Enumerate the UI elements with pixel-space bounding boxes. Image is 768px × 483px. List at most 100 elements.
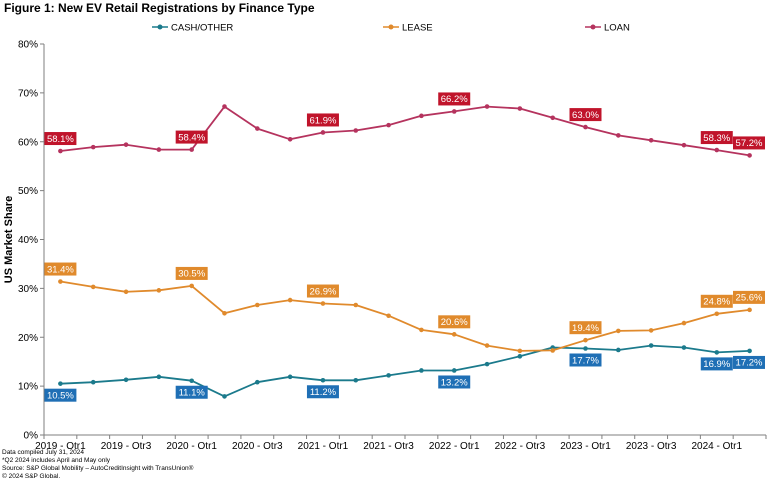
data-label: 58.3% bbox=[700, 131, 733, 145]
data-point bbox=[484, 104, 490, 109]
legend-label: CASH/OTHER bbox=[171, 23, 233, 34]
data-point bbox=[222, 311, 227, 316]
data-point bbox=[681, 320, 687, 326]
data-point bbox=[353, 128, 359, 133]
legend-label: LEASE bbox=[402, 23, 433, 34]
series-line-loan bbox=[60, 105, 750, 157]
data-point bbox=[747, 348, 752, 354]
data-point bbox=[681, 345, 687, 350]
data-point bbox=[156, 288, 162, 293]
data-point bbox=[681, 142, 687, 148]
data-label-box bbox=[175, 130, 208, 144]
x-tick-label: 2019 - Qtr3 bbox=[101, 441, 152, 449]
series-line-cash-other bbox=[60, 344, 750, 398]
data-label-box bbox=[733, 136, 765, 150]
data-label-text: 10.5% bbox=[47, 390, 74, 401]
data-label: 25.6% bbox=[733, 290, 765, 304]
data-point bbox=[287, 374, 293, 380]
data-point bbox=[189, 147, 194, 152]
data-label-text: 31.4% bbox=[47, 264, 74, 275]
data-point bbox=[58, 381, 63, 386]
data-label: 30.5% bbox=[175, 266, 208, 280]
data-point bbox=[583, 124, 588, 130]
data-label: 24.8% bbox=[700, 294, 733, 308]
legend-label: LOAN bbox=[604, 23, 630, 34]
legend-marker bbox=[388, 24, 394, 30]
data-label-text: 13.2% bbox=[441, 377, 468, 388]
data-point bbox=[550, 115, 555, 121]
x-tick-label: 2021 - Qtr1 bbox=[298, 441, 349, 449]
data-point bbox=[90, 379, 96, 385]
data-label-box bbox=[569, 108, 602, 122]
data-label-text: 57.2% bbox=[736, 138, 763, 149]
data-label-text: 20.6% bbox=[441, 317, 468, 328]
data-point bbox=[517, 106, 523, 111]
data-point bbox=[222, 104, 227, 109]
y-tick-label: 0% bbox=[24, 431, 39, 442]
data-point bbox=[287, 137, 293, 142]
data-point bbox=[386, 122, 391, 128]
data-point bbox=[648, 328, 654, 333]
data-label: 10.5% bbox=[44, 388, 77, 402]
data-label: 66.2% bbox=[438, 92, 471, 106]
series-line-lease bbox=[60, 280, 750, 352]
x-tick-label: 2022 - Qtr3 bbox=[495, 441, 546, 449]
y-tick-label: 50% bbox=[18, 186, 38, 197]
data-label: 20.6% bbox=[438, 315, 471, 329]
y-tick-label: 30% bbox=[18, 284, 38, 295]
data-label-text: 17.2% bbox=[736, 358, 763, 369]
x-tick-label: 2022 - Qtr1 bbox=[429, 441, 480, 449]
data-label-text: 26.9% bbox=[309, 286, 336, 297]
data-point bbox=[156, 374, 162, 380]
data-label-box bbox=[733, 290, 765, 304]
data-label-box bbox=[44, 388, 77, 402]
data-point bbox=[255, 126, 260, 131]
data-label-box bbox=[569, 353, 602, 367]
data-label-box bbox=[700, 131, 733, 145]
data-point bbox=[616, 328, 621, 334]
y-tick-label: 80% bbox=[18, 40, 38, 51]
data-point bbox=[123, 289, 129, 295]
legend-item-lease: LEASE bbox=[383, 23, 433, 34]
data-label: 57.2% bbox=[733, 136, 765, 150]
line-chart: 0% 10% 20% 30% 40% 50% 60% 70% 80% US Market Shar… bbox=[3, 23, 767, 449]
data-point bbox=[58, 148, 63, 154]
data-label-text: 58.3% bbox=[703, 133, 730, 144]
data-label-text: 58.1% bbox=[47, 134, 74, 145]
data-label-text: 58.4% bbox=[178, 132, 205, 143]
data-point bbox=[287, 297, 293, 303]
chart-title: Figure 1: New EV Retail Registrations by… bbox=[4, 1, 315, 15]
data-point bbox=[583, 337, 588, 343]
data-point bbox=[747, 153, 752, 158]
data-label-box bbox=[175, 266, 208, 280]
data-label: 13.2% bbox=[438, 375, 471, 389]
data-point bbox=[255, 379, 260, 385]
y-tick-label: 40% bbox=[18, 235, 38, 246]
footer-source: Source: S&P Global Mobility – AutoCredit… bbox=[2, 465, 194, 472]
data-point bbox=[451, 109, 457, 114]
data-label-text: 17.7% bbox=[572, 355, 599, 366]
data-label: 31.4% bbox=[44, 262, 77, 276]
data-point bbox=[123, 377, 129, 383]
data-label-box bbox=[438, 315, 471, 329]
data-point bbox=[189, 378, 194, 384]
data-point bbox=[58, 279, 63, 284]
data-point bbox=[353, 377, 359, 383]
data-label: 58.1% bbox=[44, 132, 77, 146]
data-point bbox=[419, 327, 424, 333]
y-tick-label: 20% bbox=[18, 333, 38, 344]
legend-marker bbox=[157, 24, 163, 30]
data-label: 17.2% bbox=[733, 355, 765, 369]
x-tick-label: 2019 - Qtr1 bbox=[35, 441, 86, 449]
data-label-box bbox=[306, 284, 339, 298]
data-label-box bbox=[44, 132, 77, 146]
data-label-box bbox=[700, 294, 733, 308]
data-label: 58.4% bbox=[175, 130, 208, 144]
footer-q2-note: *Q2 2024 includes April and May only bbox=[2, 457, 111, 464]
data-point bbox=[714, 147, 720, 153]
x-tick-label: 2021 - Qtr3 bbox=[363, 441, 414, 449]
data-label-box bbox=[733, 355, 765, 369]
data-label-box bbox=[438, 92, 471, 106]
y-tick-label: 10% bbox=[18, 382, 38, 393]
data-label-text: 16.9% bbox=[703, 359, 730, 370]
